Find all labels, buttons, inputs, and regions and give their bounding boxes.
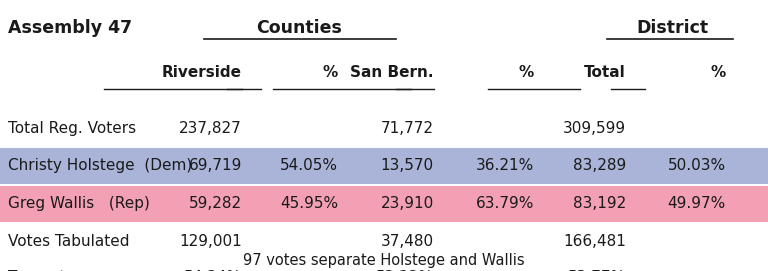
Text: 237,827: 237,827 xyxy=(179,121,242,136)
Text: 97 votes separate Holstege and Wallis: 97 votes separate Holstege and Wallis xyxy=(243,253,525,268)
Text: 45.95%: 45.95% xyxy=(280,196,338,211)
Text: 53.77%: 53.77% xyxy=(568,270,626,271)
Text: %: % xyxy=(518,65,534,80)
Text: Votes Tabulated: Votes Tabulated xyxy=(8,234,129,249)
Text: Turnout: Turnout xyxy=(8,270,65,271)
Text: 54.24%: 54.24% xyxy=(184,270,242,271)
Text: 54.05%: 54.05% xyxy=(280,159,338,173)
Text: 309,599: 309,599 xyxy=(563,121,626,136)
Text: 59,282: 59,282 xyxy=(189,196,242,211)
Text: 36.21%: 36.21% xyxy=(475,159,534,173)
Text: 13,570: 13,570 xyxy=(381,159,434,173)
Text: %: % xyxy=(323,65,338,80)
Text: 129,001: 129,001 xyxy=(179,234,242,249)
Text: 63.79%: 63.79% xyxy=(475,196,534,211)
Text: 49.97%: 49.97% xyxy=(667,196,726,211)
Text: Assembly 47: Assembly 47 xyxy=(8,19,132,37)
Text: Counties: Counties xyxy=(257,19,343,37)
Text: District: District xyxy=(636,19,708,37)
Text: Riverside: Riverside xyxy=(162,65,242,80)
Text: San Bern.: San Bern. xyxy=(350,65,434,80)
Text: 69,719: 69,719 xyxy=(189,159,242,173)
Text: 23,910: 23,910 xyxy=(381,196,434,211)
Text: 50.03%: 50.03% xyxy=(667,159,726,173)
Text: Total Reg. Voters: Total Reg. Voters xyxy=(8,121,136,136)
Text: 83,192: 83,192 xyxy=(573,196,626,211)
Text: 166,481: 166,481 xyxy=(563,234,626,249)
Text: Total: Total xyxy=(584,65,626,80)
Text: 71,772: 71,772 xyxy=(381,121,434,136)
Text: Greg Wallis   (Rep): Greg Wallis (Rep) xyxy=(8,196,150,211)
Text: 37,480: 37,480 xyxy=(381,234,434,249)
Text: Christy Holstege  (Dem): Christy Holstege (Dem) xyxy=(8,159,192,173)
Text: 52.22%: 52.22% xyxy=(376,270,434,271)
Text: 83,289: 83,289 xyxy=(573,159,626,173)
Text: %: % xyxy=(710,65,726,80)
